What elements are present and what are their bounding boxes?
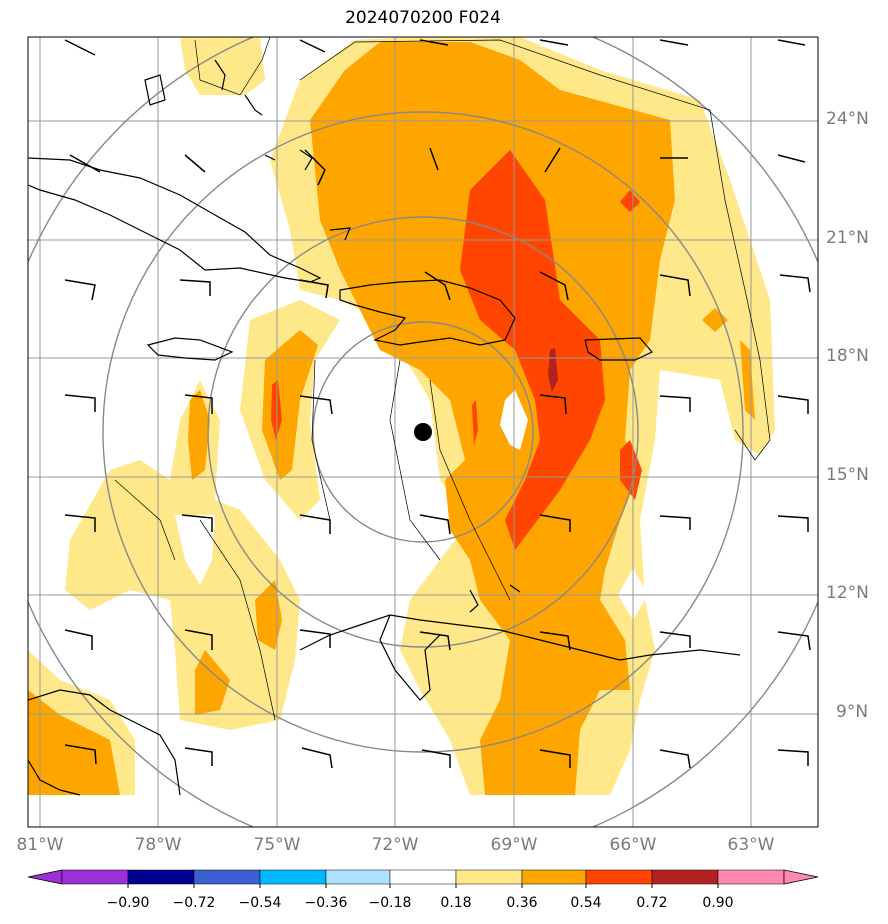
- lon-label-63w: 63°W: [727, 835, 775, 855]
- coast-cuba: [28, 157, 322, 283]
- colorbar-bin: [585, 869, 653, 885]
- colorbar-bin: [325, 869, 391, 885]
- shade-high-c: [472, 400, 478, 445]
- coast-jamaica: [146, 337, 234, 361]
- shade-mid-main: [310, 42, 675, 795]
- colorbar-bin: [651, 869, 719, 885]
- lon-label-69w: 69°W: [490, 835, 538, 855]
- coast-puerto-rico: [584, 337, 653, 361]
- lon-label-81w: 81°W: [16, 835, 64, 855]
- range-rings: [28, 37, 818, 827]
- lat-label-9n: 9°N: [836, 702, 869, 722]
- colorbar-tick-label: 0.54: [570, 895, 602, 911]
- shade-low-sw: [65, 380, 300, 730]
- colorbar-bin: [61, 869, 129, 885]
- lon-label-72w: 72°W: [371, 835, 419, 855]
- shade-mid-wsmall: [188, 390, 210, 480]
- lat-label-24n: 24°N: [826, 109, 869, 129]
- hole-west: [175, 515, 215, 585]
- shade-high-band: [460, 150, 605, 550]
- shade-high-east: [620, 440, 642, 500]
- colorbar-extend-low: [27, 869, 63, 885]
- lat-label-21n: 21°N: [826, 228, 869, 248]
- wind-barbs: [64, 39, 811, 769]
- colorbar-bin: [127, 869, 195, 885]
- colorbar-tick-label: 0.72: [636, 895, 668, 911]
- shade-max: [548, 348, 558, 392]
- colorbar-bin: [717, 869, 785, 885]
- colorbar-tick-label: −0.54: [238, 895, 282, 911]
- colorbar-tick-label: −0.18: [368, 895, 412, 911]
- coast-hispaniola: [339, 279, 516, 346]
- colorbar-tick-label: −0.72: [172, 895, 216, 911]
- coastlines: [28, 59, 741, 796]
- colorbar-bin: [521, 869, 587, 885]
- colorbar: [27, 869, 819, 888]
- colorbar-tick-label: −0.36: [304, 895, 348, 911]
- shaded-field: [28, 37, 775, 795]
- shade-mid-corner: [28, 690, 120, 795]
- coast-south-america: [299, 614, 741, 661]
- shade-mid-swb: [255, 580, 282, 650]
- lat-label-18n: 18°N: [826, 346, 869, 366]
- shade-mid-diamond: [702, 308, 728, 332]
- colorbar-extend-high: [783, 869, 819, 885]
- storm-center-marker: [414, 423, 432, 441]
- lon-label-66w: 66°W: [609, 835, 657, 855]
- map-title: 2024070200 F024: [345, 8, 501, 28]
- colorbar-bin: [389, 869, 457, 885]
- colorbar-tick-label: 0.36: [506, 895, 538, 911]
- lon-label-78w: 78°W: [134, 835, 182, 855]
- coast-central-america: [28, 689, 181, 796]
- grid-lines: [28, 37, 818, 827]
- colorbar-tick-label: 0.18: [440, 895, 472, 911]
- colorbar-bin: [193, 869, 261, 885]
- colorbar-bin: [455, 869, 523, 885]
- plot-frame: [27, 36, 819, 828]
- lat-label-15n: 15°N: [826, 465, 869, 485]
- colorbar-bin: [259, 869, 327, 885]
- colorbar-tick-label: −0.90: [106, 895, 150, 911]
- contour-lines: [114, 37, 771, 721]
- shade-mid-west: [262, 330, 318, 480]
- colorbar-tick-label: 0.90: [702, 895, 734, 911]
- lon-label-75w: 75°W: [253, 835, 301, 855]
- shade-high-dot: [620, 190, 640, 212]
- shade-mid-swc: [195, 650, 230, 715]
- lat-label-12n: 12°N: [826, 583, 869, 603]
